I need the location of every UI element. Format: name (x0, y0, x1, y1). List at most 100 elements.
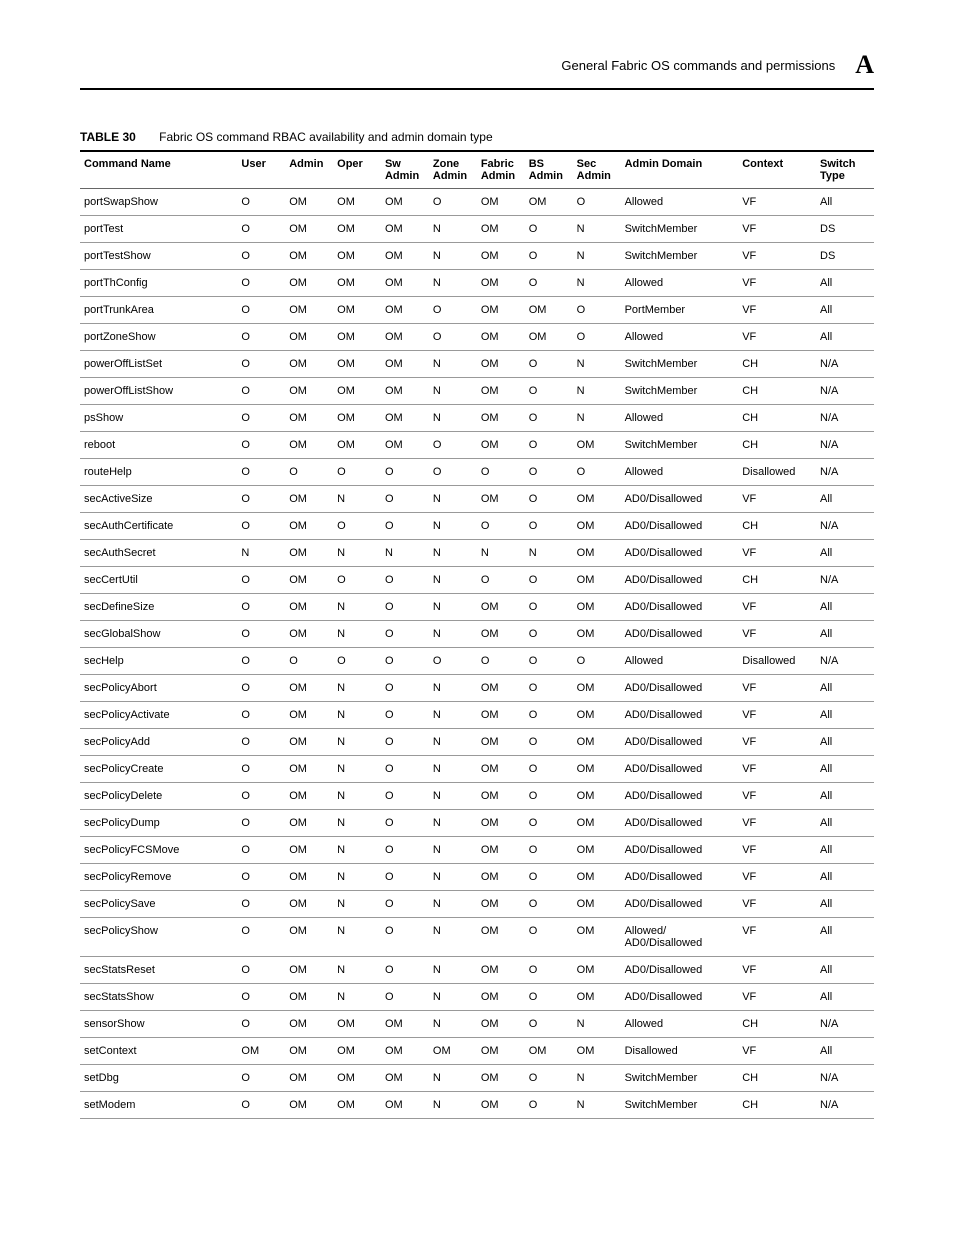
table-cell: N (429, 216, 477, 243)
table-row: rebootOOMOMOMOOMOOMSwitchMemberCHN/A (80, 432, 874, 459)
command-name-cell: portTest (80, 216, 237, 243)
table-cell: N (333, 486, 381, 513)
table-cell: OM (285, 675, 333, 702)
table-cell: O (525, 918, 573, 957)
table-cell: O (381, 567, 429, 594)
table-cell: VF (738, 984, 816, 1011)
table-cell: OM (477, 189, 525, 216)
table-cell: OM (333, 1038, 381, 1065)
table-cell: O (525, 1092, 573, 1119)
table-cell: O (381, 702, 429, 729)
table-cell: N (429, 378, 477, 405)
table-cell: OM (285, 1011, 333, 1038)
rbac-table: Command NameUserAdminOperSwAdminZoneAdmi… (80, 150, 874, 1119)
column-header-label: Oper (337, 158, 363, 170)
table-cell: O (237, 810, 285, 837)
table-cell: OM (477, 810, 525, 837)
header-title: General Fabric OS commands and permissio… (561, 58, 835, 73)
table-row: secCertUtilOOMOONOOOMAD0/DisallowedCHN/A (80, 567, 874, 594)
table-cell: O (237, 189, 285, 216)
table-cell: O (333, 567, 381, 594)
table-cell: O (237, 837, 285, 864)
table-cell: All (816, 486, 874, 513)
table-cell: O (381, 729, 429, 756)
table-cell: O (237, 702, 285, 729)
table-cell: O (381, 837, 429, 864)
table-cell: OM (285, 216, 333, 243)
table-cell: N/A (816, 432, 874, 459)
table-cell: O (237, 864, 285, 891)
table-cell: OM (285, 957, 333, 984)
table-row: setContextOMOMOMOMOMOMOMOMDisallowedVFAl… (80, 1038, 874, 1065)
command-name-cell: secAuthCertificate (80, 513, 237, 540)
table-cell: N (429, 729, 477, 756)
table-cell: SwitchMember (621, 216, 739, 243)
table-cell: All (816, 621, 874, 648)
table-cell: O (333, 648, 381, 675)
table-cell: OM (381, 216, 429, 243)
table-cell: O (525, 783, 573, 810)
table-cell: OM (525, 189, 573, 216)
table-cell: O (429, 297, 477, 324)
table-cell: O (333, 459, 381, 486)
table-cell: VF (738, 324, 816, 351)
table-cell: O (237, 729, 285, 756)
table-row: secAuthCertificateOOMOONOOOMAD0/Disallow… (80, 513, 874, 540)
table-cell: AD0/Disallowed (621, 810, 739, 837)
column-header-label: Fabric (481, 158, 514, 170)
column-header-label: Switch (820, 158, 855, 170)
table-cell: OM (525, 297, 573, 324)
table-cell: N (333, 837, 381, 864)
table-cell: OM (429, 1038, 477, 1065)
table-cell: All (816, 810, 874, 837)
table-cell: OM (477, 837, 525, 864)
command-name-cell: secStatsReset (80, 957, 237, 984)
table-cell: O (237, 243, 285, 270)
appendix-letter: A (855, 50, 874, 80)
table-cell: All (816, 702, 874, 729)
table-cell: O (237, 621, 285, 648)
table-cell: SwitchMember (621, 432, 739, 459)
table-cell: All (816, 756, 874, 783)
table-cell: VF (738, 297, 816, 324)
table-cell: OM (477, 756, 525, 783)
column-header-sublabel: Admin (433, 170, 473, 182)
column-header-sublabel: Admin (529, 170, 569, 182)
table-cell: VF (738, 756, 816, 783)
table-cell: CH (738, 1092, 816, 1119)
table-cell: N (429, 810, 477, 837)
table-cell: O (525, 621, 573, 648)
table-row: secPolicyActivateOOMNONOMOOMAD0/Disallow… (80, 702, 874, 729)
table-cell: N (333, 891, 381, 918)
table-cell: SwitchMember (621, 351, 739, 378)
table-cell: N (429, 1011, 477, 1038)
table-cell: VF (738, 675, 816, 702)
table-cell: DS (816, 243, 874, 270)
table-header-row: Command NameUserAdminOperSwAdminZoneAdmi… (80, 151, 874, 189)
command-name-cell: secPolicyActivate (80, 702, 237, 729)
table-cell: OM (333, 378, 381, 405)
column-header-label: Context (742, 158, 783, 170)
command-name-cell: secPolicyAdd (80, 729, 237, 756)
table-cell: OM (573, 729, 621, 756)
command-name-cell: portThConfig (80, 270, 237, 297)
table-cell: OM (477, 378, 525, 405)
table-cell: O (381, 918, 429, 957)
column-header: User (237, 151, 285, 189)
table-cell: OM (381, 297, 429, 324)
table-cell: OM (285, 297, 333, 324)
table-cell: Allowed (621, 648, 739, 675)
column-header: Oper (333, 151, 381, 189)
table-cell: OM (285, 984, 333, 1011)
table-cell: O (381, 864, 429, 891)
table-cell: OM (477, 1065, 525, 1092)
table-title: Fabric OS command RBAC availability and … (159, 130, 492, 144)
table-cell: N/A (816, 1065, 874, 1092)
table-cell: N (333, 918, 381, 957)
table-cell: CH (738, 1065, 816, 1092)
table-cell: OM (333, 243, 381, 270)
table-cell: AD0/Disallowed (621, 864, 739, 891)
table-cell: O (237, 486, 285, 513)
table-cell: Allowed (621, 270, 739, 297)
table-cell: N (429, 984, 477, 1011)
